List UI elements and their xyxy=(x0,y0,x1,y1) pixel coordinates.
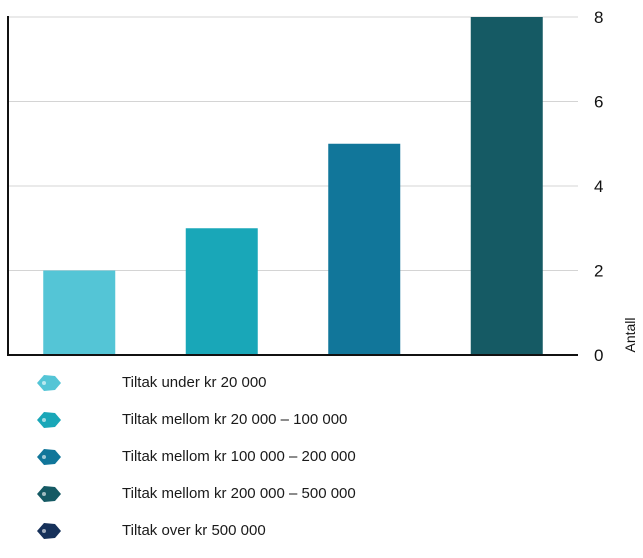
money-tag-icon xyxy=(37,523,61,539)
bar-3 xyxy=(328,143,401,355)
money-tag-icon xyxy=(37,375,61,391)
y-tick-label: 4 xyxy=(594,177,603,196)
y-axis-title: Antall xyxy=(622,317,638,352)
y-tick-label: 2 xyxy=(594,262,603,281)
y-tick-labels: 0 2 4 6 8 xyxy=(594,8,603,365)
legend-item: Tiltak under kr 20 000 xyxy=(34,373,356,410)
bar-chart: 0 2 4 6 8 Antall xyxy=(7,8,638,365)
y-tick-label: 6 xyxy=(594,93,603,112)
y-tick-label: 8 xyxy=(594,8,603,27)
bar-1 xyxy=(43,270,116,355)
legend-item: Tiltak mellom kr 20 000 – 100 000 xyxy=(34,410,356,447)
legend-label: Tiltak mellom kr 200 000 – 500 000 xyxy=(122,485,356,502)
y-tick-label: 0 xyxy=(594,346,603,365)
legend-label: Tiltak mellom kr 20 000 – 100 000 xyxy=(122,411,348,428)
money-tag-icon xyxy=(37,412,61,428)
legend-label: Tiltak over kr 500 000 xyxy=(122,522,266,539)
legend-item: Tiltak over kr 500 000 xyxy=(34,521,356,558)
bar-4 xyxy=(470,17,543,355)
legend-item: Tiltak mellom kr 100 000 – 200 000 xyxy=(34,447,356,484)
money-tag-icon xyxy=(37,486,61,502)
legend-label: Tiltak under kr 20 000 xyxy=(122,374,267,391)
legend-item: Tiltak mellom kr 200 000 – 500 000 xyxy=(34,484,356,521)
legend: Tiltak under kr 20 000 Tiltak mellom kr 2… xyxy=(34,373,356,558)
money-tag-icon xyxy=(37,449,61,465)
bars xyxy=(43,17,543,355)
bar-2 xyxy=(185,228,258,355)
legend-label: Tiltak mellom kr 100 000 – 200 000 xyxy=(122,448,356,465)
